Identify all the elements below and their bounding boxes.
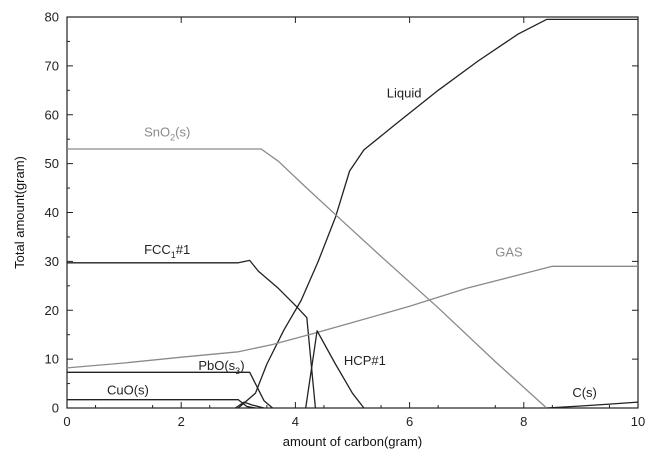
x-tick-label: 6 (406, 414, 413, 429)
series-line-8 (235, 401, 265, 409)
y-tick-label: 30 (45, 254, 59, 269)
x-axis: 0 2 4 6 8 10 (63, 17, 645, 429)
series-label-4: HCP#1 (344, 353, 386, 368)
series-label-7: C(s) (572, 385, 597, 400)
x-tick-label: 4 (292, 414, 299, 429)
series-line-0 (237, 18, 638, 409)
y-axis: 0 10 20 30 40 50 60 70 80 (45, 10, 638, 416)
series-label-5: PbO(s3) (198, 358, 244, 376)
y-tick-label: 60 (45, 107, 59, 122)
y-tick-label: 20 (45, 303, 59, 318)
series-lines (66, 18, 639, 409)
y-tick-label: 10 (45, 352, 59, 367)
series-line-7 (546, 401, 639, 409)
series-label-6: CuO(s) (107, 382, 149, 397)
series-label-0: Liquid (387, 86, 422, 101)
y-axis-label: Total amount(gram) (12, 156, 27, 269)
x-tick-label: 8 (520, 414, 527, 429)
series-label-2: FCC1#1 (144, 242, 190, 260)
y-tick-label: 80 (45, 10, 59, 25)
x-tick-label: 10 (631, 414, 645, 429)
x-axis-label: amount of carbon(gram) (283, 434, 422, 449)
x-tick-label: 0 (63, 414, 70, 429)
y-tick-label: 40 (45, 205, 59, 220)
series-line-3 (66, 265, 638, 369)
y-tick-label: 70 (45, 58, 59, 73)
series-line-2 (67, 259, 317, 409)
series-labels: Liquid SnO2(s) FCC1#1 GAS HCP#1 PbO(s3) CuO(s)… (107, 86, 597, 401)
plot-border (66, 16, 639, 409)
y-tick-label: 0 (52, 401, 59, 416)
series-line-5 (67, 371, 274, 409)
y-tick-label: 50 (45, 156, 59, 171)
x-tick-label: 2 (178, 414, 185, 429)
series-line-1 (67, 148, 548, 409)
series-label-1: SnO2(s) (144, 125, 190, 143)
plot-frame (66, 16, 639, 409)
series-label-3: GAS (495, 244, 523, 259)
series-line-4 (305, 330, 365, 409)
